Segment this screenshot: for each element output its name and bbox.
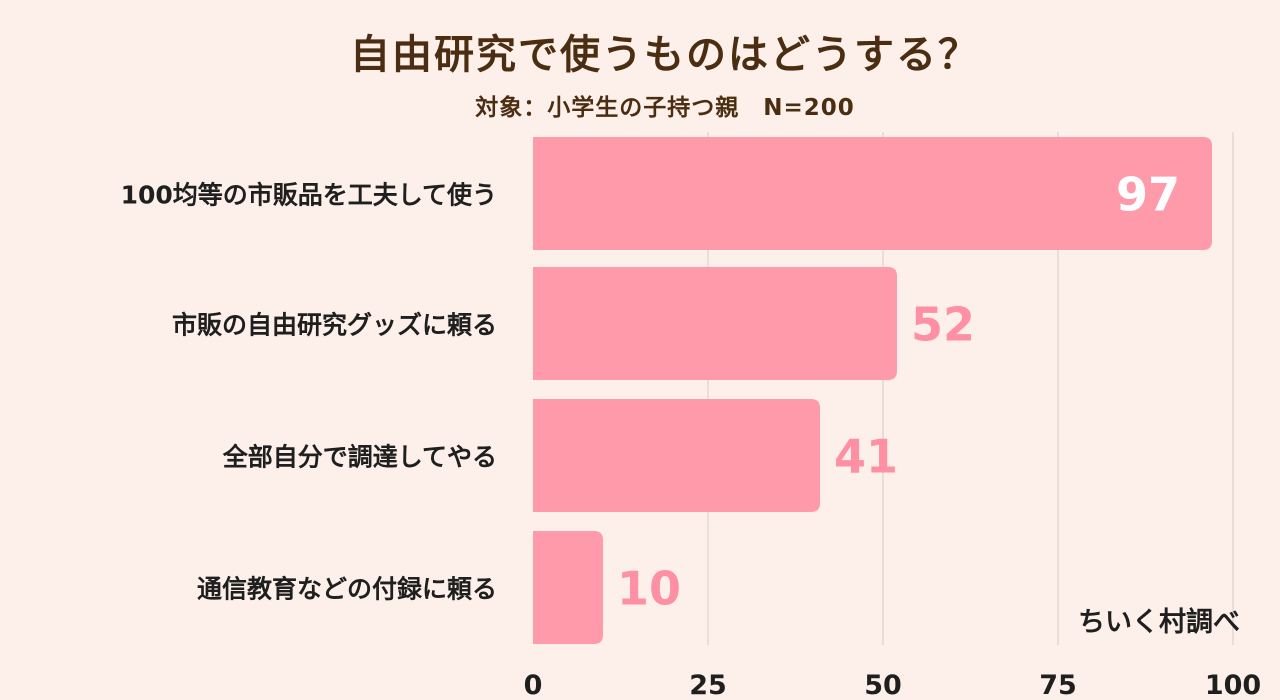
category-label: 全部自分で調達してやる [222,443,497,472]
x-tick-label: 100 [1205,670,1261,700]
x-tick-label: 50 [864,670,902,700]
bar [533,399,820,512]
bar [533,137,1212,250]
category-label: 100均等の市販品を工夫して使う [121,181,497,210]
category-label: 通信教育などの付録に頼る [197,575,497,604]
value-label: 52 [911,298,975,352]
value-label: 41 [834,430,898,484]
value-label: 97 [1116,168,1180,222]
chart-title: 自由研究で使うものはどうする？ [350,32,980,78]
bar [533,531,603,644]
bar [533,267,897,380]
x-tick-label: 75 [1039,670,1077,700]
source-note: ちいく村調べ [1078,607,1240,638]
x-tick-label: 0 [524,670,543,700]
value-label: 10 [617,562,681,616]
chart-subtitle: 対象：小学生の子持つ親 N=200 [475,95,855,121]
x-tick-label: 25 [689,670,727,700]
category-label: 市販の自由研究グッズに頼る [172,311,497,340]
